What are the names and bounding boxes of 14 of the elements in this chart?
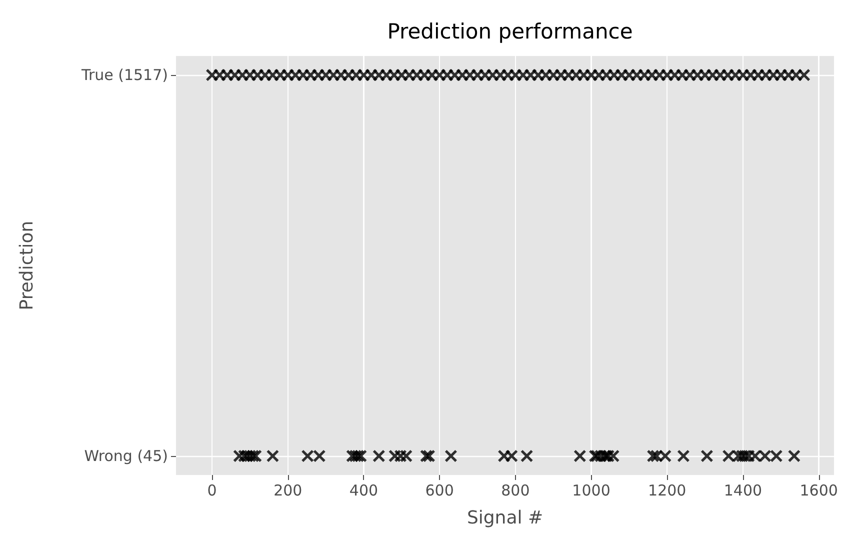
x-tick-label: 400: [349, 482, 378, 500]
x-tick-label: 1400: [724, 482, 762, 500]
x-tick-label: 0: [207, 482, 217, 500]
y-tick-label: True (1517): [80, 66, 168, 84]
y-tick-label: Wrong (45): [84, 446, 168, 465]
x-tick-label: 1000: [572, 482, 610, 500]
x-tick-label: 1200: [648, 482, 686, 500]
x-tick-label: 800: [501, 482, 530, 500]
text: Prediction performance: [387, 20, 633, 44]
y-axis-title: Prediction: [16, 220, 38, 310]
x-tick-label: 200: [274, 482, 302, 500]
x-tick-label: 600: [425, 482, 454, 500]
x-axis-title: Signal #: [466, 508, 544, 528]
x-tick-label: 1600: [800, 482, 838, 500]
